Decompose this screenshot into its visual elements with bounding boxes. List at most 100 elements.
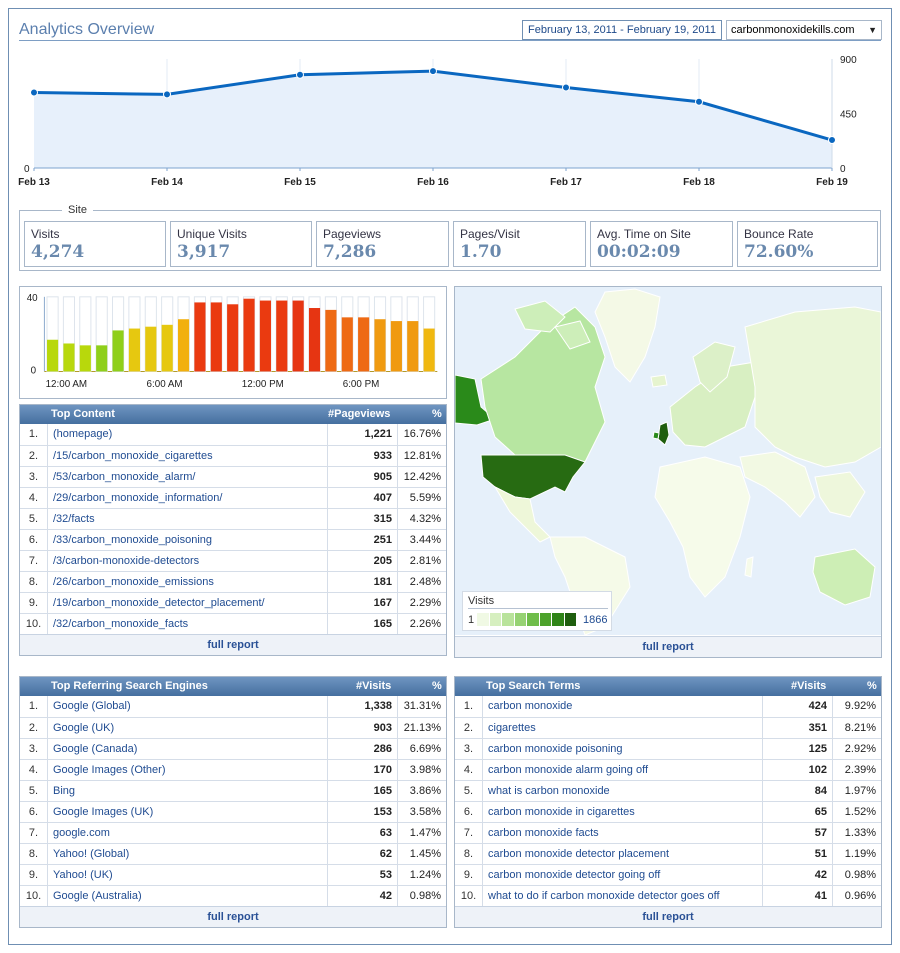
hour-bar[interactable] <box>358 317 370 372</box>
row-name-link[interactable]: Google Images (UK) <box>53 806 154 818</box>
row-name-link[interactable]: Google (Canada) <box>53 743 138 755</box>
row-name-link[interactable]: /32/carbon_monoxide_facts <box>53 618 189 630</box>
row-name-link[interactable]: what to do if carbon monoxide detector g… <box>488 890 720 902</box>
date-range-button[interactable]: February 13, 2011 - February 19, 2011 <box>522 20 722 40</box>
map-full-report-link[interactable]: full report <box>455 636 881 657</box>
data-point[interactable] <box>562 83 570 92</box>
row-rank: 1. <box>20 424 48 445</box>
column-divider <box>762 781 763 801</box>
site-metrics-legend: Site <box>62 204 93 216</box>
metric-pageviews[interactable]: Pageviews 7,286 <box>316 221 449 267</box>
metric-pages-per-visit[interactable]: Pages/Visit 1.70 <box>453 221 586 267</box>
hour-bar[interactable] <box>145 326 157 372</box>
top-content-header: Top Content #Pageviews % <box>20 405 446 424</box>
metric-bounce-rate[interactable]: Bounce Rate 72.60% <box>737 221 878 267</box>
hour-bar[interactable] <box>112 330 124 372</box>
hour-bar[interactable] <box>259 300 271 372</box>
row-name-link[interactable]: Bing <box>53 785 76 797</box>
column-divider <box>762 865 763 885</box>
hour-bar[interactable] <box>243 298 255 372</box>
row-rank: 8. <box>20 844 48 864</box>
row-name-link[interactable]: carbon monoxide facts <box>488 827 599 839</box>
hour-bar[interactable] <box>390 321 402 372</box>
row-percent: 3.86% <box>409 785 441 797</box>
hour-bar[interactable] <box>210 302 222 372</box>
row-name-link[interactable]: Google (UK) <box>53 722 115 734</box>
row-name-link[interactable]: Google Images (Other) <box>53 764 166 776</box>
row-value: 125 <box>808 743 827 755</box>
row-percent: 1.19% <box>844 848 876 860</box>
row-value: 181 <box>373 576 392 588</box>
row-rank: 3. <box>455 739 483 759</box>
row-rank: 9. <box>20 865 48 885</box>
metric-unique-visits[interactable]: Unique Visits 3,917 <box>170 221 312 267</box>
page-title: Analytics Overview <box>19 21 155 38</box>
row-name-link[interactable]: carbon monoxide poisoning <box>488 743 623 755</box>
row-name-link[interactable]: google.com <box>53 827 110 839</box>
metric-value: 3,917 <box>177 242 231 262</box>
hour-bar[interactable] <box>227 304 239 372</box>
row-name-link[interactable]: /32/facts <box>53 513 95 525</box>
table-row: 3. /53/carbon_monoxide_alarm/905 12.42% <box>20 466 446 487</box>
row-name-link[interactable]: carbon monoxide <box>488 700 573 712</box>
hour-bar[interactable] <box>341 317 353 372</box>
top-search-terms-full-report-link[interactable]: full report <box>455 906 881 927</box>
row-name-link[interactable]: /33/carbon_monoxide_poisoning <box>53 534 213 546</box>
top-content-rows: 1. (homepage) 1,221 16.76% 2. /15/carbon_mono… <box>20 424 446 634</box>
site-select[interactable]: carbonmonoxidekills.com ▼ <box>726 20 882 40</box>
top-search-engines-full-report-link[interactable]: full report <box>20 906 446 927</box>
row-name-link[interactable]: Google (Global) <box>53 700 131 712</box>
metric-label: Visits <box>31 227 60 241</box>
hour-bar[interactable] <box>96 345 108 372</box>
hour-bar[interactable] <box>47 339 59 372</box>
hour-bar[interactable] <box>407 321 419 372</box>
hour-bar[interactable] <box>292 300 304 372</box>
hour-bar[interactable] <box>63 343 75 372</box>
metric-label: Pageviews <box>323 227 382 241</box>
data-point[interactable] <box>296 70 304 79</box>
hour-bar[interactable] <box>161 324 173 372</box>
hour-bar[interactable] <box>128 328 141 372</box>
data-point[interactable] <box>30 88 38 97</box>
row-name-link[interactable]: /29/carbon_monoxide_information/ <box>53 492 223 504</box>
row-name-link[interactable]: carbon monoxide alarm going off <box>488 764 649 776</box>
x-tick-label: Feb 15 <box>284 177 316 188</box>
row-name-link[interactable]: Yahoo! (Global) <box>53 848 130 860</box>
row-name-link[interactable]: carbon monoxide in cigarettes <box>488 806 635 818</box>
row-name-link[interactable]: Yahoo! (UK) <box>53 869 113 881</box>
row-value: 167 <box>373 597 392 609</box>
hour-bar[interactable] <box>308 308 321 372</box>
row-percent: 2.29% <box>409 597 441 609</box>
hour-bar[interactable] <box>374 319 386 372</box>
hour-bar[interactable] <box>177 319 190 372</box>
hour-bar[interactable] <box>276 300 288 372</box>
hour-bar[interactable] <box>325 309 337 372</box>
data-point[interactable] <box>163 90 171 99</box>
top-content-full-report-link[interactable]: full report <box>20 634 446 655</box>
world-map[interactable]: Visits 1 1866 <box>455 287 881 635</box>
data-point[interactable] <box>828 136 836 145</box>
row-name-link[interactable]: (homepage) <box>53 428 113 440</box>
x-tick-label: 6:00 PM <box>343 379 380 390</box>
row-name-link[interactable]: /15/carbon_monoxide_cigarettes <box>53 450 213 462</box>
metric-visits[interactable]: Visits 4,274 <box>24 221 166 267</box>
hour-bar[interactable] <box>423 328 435 372</box>
row-name-link[interactable]: /26/carbon_monoxide_emissions <box>53 576 214 588</box>
row-name-link[interactable]: /53/carbon_monoxide_alarm/ <box>53 471 196 483</box>
table-row: 5. what is carbon monoxide 84 1.97% <box>455 780 881 801</box>
column-divider <box>832 865 833 885</box>
row-name-link[interactable]: carbon monoxide detector placement <box>488 848 669 860</box>
hour-bar[interactable] <box>79 345 91 372</box>
data-point[interactable] <box>429 67 437 76</box>
row-name-link[interactable]: /19/carbon_monoxide_detector_placement/ <box>53 597 265 609</box>
hour-bar[interactable] <box>194 302 206 372</box>
data-point[interactable] <box>695 97 703 106</box>
row-name-link[interactable]: cigarettes <box>488 722 536 734</box>
row-name-link[interactable]: Google (Australia) <box>53 890 142 902</box>
row-name-link[interactable]: what is carbon monoxide <box>488 785 610 797</box>
row-name-link[interactable]: carbon monoxide detector going off <box>488 869 661 881</box>
row-name-link[interactable]: /3/carbon-monoxide-detectors <box>53 555 200 567</box>
row-percent: 2.81% <box>409 555 441 567</box>
row-rank: 7. <box>455 823 483 843</box>
metric-avg-time-on-site[interactable]: Avg. Time on Site 00:02:09 <box>590 221 733 267</box>
